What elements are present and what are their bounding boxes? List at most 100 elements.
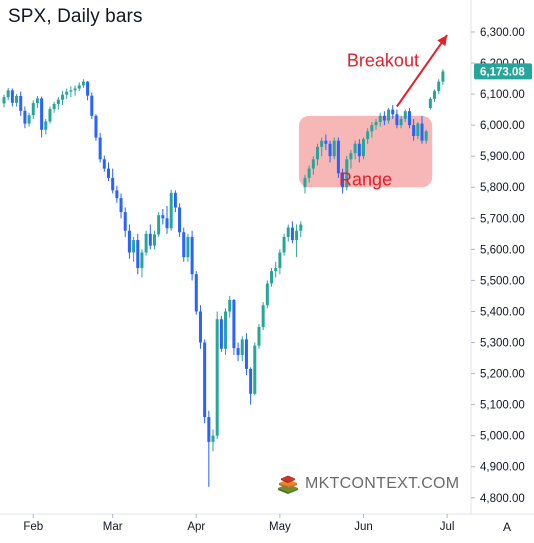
- breakout-arrow-line: [396, 34, 448, 108]
- candle-body: [6, 90, 10, 98]
- candle-body: [270, 271, 274, 284]
- time-axis[interactable]: Feb Mar Apr May Jun Jul: [23, 514, 454, 533]
- candle-body: [136, 240, 140, 268]
- candle-body: [249, 368, 253, 394]
- candle-body: [307, 168, 311, 178]
- candle-body: [336, 140, 340, 174]
- price-tick-label: 5,200.00: [480, 369, 525, 381]
- candle-body: [399, 118, 403, 126]
- candle-body: [65, 91, 69, 95]
- candle-body: [240, 339, 244, 355]
- candle-body: [182, 232, 186, 258]
- candle-body: [61, 94, 65, 100]
- auto-scale-button[interactable]: A: [495, 516, 519, 537]
- price-tick-label: 5,600.00: [480, 244, 525, 256]
- candle-body: [345, 159, 349, 188]
- candle-body: [416, 123, 420, 137]
- candle-body: [357, 143, 361, 157]
- candle-body: [107, 168, 110, 178]
- candle-body: [165, 218, 169, 229]
- breakout-label: Breakout: [347, 51, 419, 71]
- candle-body: [324, 140, 328, 144]
- price-tick-label: 5,800.00: [480, 182, 525, 194]
- candle-body: [19, 95, 23, 111]
- candle-body: [257, 326, 261, 346]
- candle-body: [23, 110, 27, 124]
- candle-body: [349, 153, 353, 160]
- price-tick-label: 5,300.00: [480, 338, 525, 350]
- brand-watermark: MKTCONTEXT.COM: [276, 473, 459, 495]
- candle-body: [31, 103, 35, 116]
- candle-body: [341, 173, 345, 188]
- last-price-label: 6,173.08: [480, 66, 525, 78]
- candle-body: [228, 299, 232, 312]
- candle-body: [148, 233, 152, 246]
- price-axis[interactable]: 4,800.00 4,900.00 5,000.00 5,100.00 5,200.00…: [471, 27, 525, 505]
- chart-title: SPX, Daily bars: [8, 6, 143, 27]
- last-price-marker: 6,173.08: [474, 63, 532, 80]
- candle-body: [441, 71, 445, 82]
- brand-name: MKTCONTEXT.COM: [305, 475, 460, 492]
- candle-body: [366, 131, 370, 140]
- price-tick-label: 6,300.00: [480, 27, 525, 39]
- candle-body: [161, 215, 165, 219]
- candle-body: [332, 140, 336, 157]
- candle-body: [81, 81, 85, 86]
- candle-body: [203, 342, 207, 418]
- candle-body: [48, 108, 52, 122]
- candle-body: [178, 207, 182, 233]
- candle-body: [98, 137, 102, 160]
- price-tick-label: 5,700.00: [480, 213, 525, 225]
- candle-body: [286, 227, 290, 237]
- candle-body: [190, 236, 194, 275]
- candle-body: [295, 230, 299, 241]
- candle-body: [102, 159, 106, 169]
- candle-body: [10, 90, 14, 103]
- candle-body: [194, 274, 198, 312]
- candle-body: [86, 81, 90, 96]
- candle-body: [15, 95, 19, 103]
- time-tick-label: May: [269, 521, 291, 533]
- candle-body: [207, 417, 211, 442]
- candle-body: [123, 212, 127, 231]
- candle-body: [395, 114, 399, 126]
- candle-body: [261, 305, 265, 327]
- breakout-arrowhead-icon: [437, 35, 448, 47]
- time-tick-label: Feb: [23, 521, 43, 533]
- candle-body: [424, 131, 428, 141]
- candle-body: [52, 104, 56, 109]
- price-tick-label: 5,400.00: [480, 306, 525, 318]
- candle-body: [94, 115, 98, 138]
- candle-body: [90, 95, 94, 116]
- candle-body: [311, 159, 315, 169]
- candle-body: [152, 234, 156, 246]
- candle-body: [370, 125, 374, 132]
- range-highlight-layer: [298, 115, 433, 188]
- candle-body: [35, 98, 39, 104]
- last-price-badge: [474, 63, 532, 80]
- candle-body: [299, 224, 303, 231]
- candle-body: [328, 143, 332, 157]
- candle-body: [403, 111, 407, 119]
- price-tick-label: 6,000.00: [480, 120, 525, 132]
- candle-body: [437, 81, 441, 91]
- candle-body: [290, 227, 294, 241]
- candle-body: [382, 115, 386, 121]
- candle-body: [111, 177, 115, 191]
- candle-body: [40, 98, 44, 130]
- candle-body: [27, 115, 31, 124]
- candle-body: [119, 198, 123, 213]
- candle-body: [303, 177, 307, 188]
- price-tick-label: 4,800.00: [480, 493, 525, 505]
- candle-body: [77, 85, 81, 89]
- candle-body: [265, 283, 269, 306]
- auto-scale-label[interactable]: A: [503, 520, 511, 534]
- candle-body: [316, 146, 319, 160]
- candle-body: [140, 252, 144, 268]
- price-tick-label: 6,100.00: [480, 89, 525, 101]
- price-tick-label: 5,900.00: [480, 151, 525, 163]
- candle-body: [169, 192, 173, 229]
- candle-body: [56, 99, 60, 105]
- candle-body: [157, 215, 161, 235]
